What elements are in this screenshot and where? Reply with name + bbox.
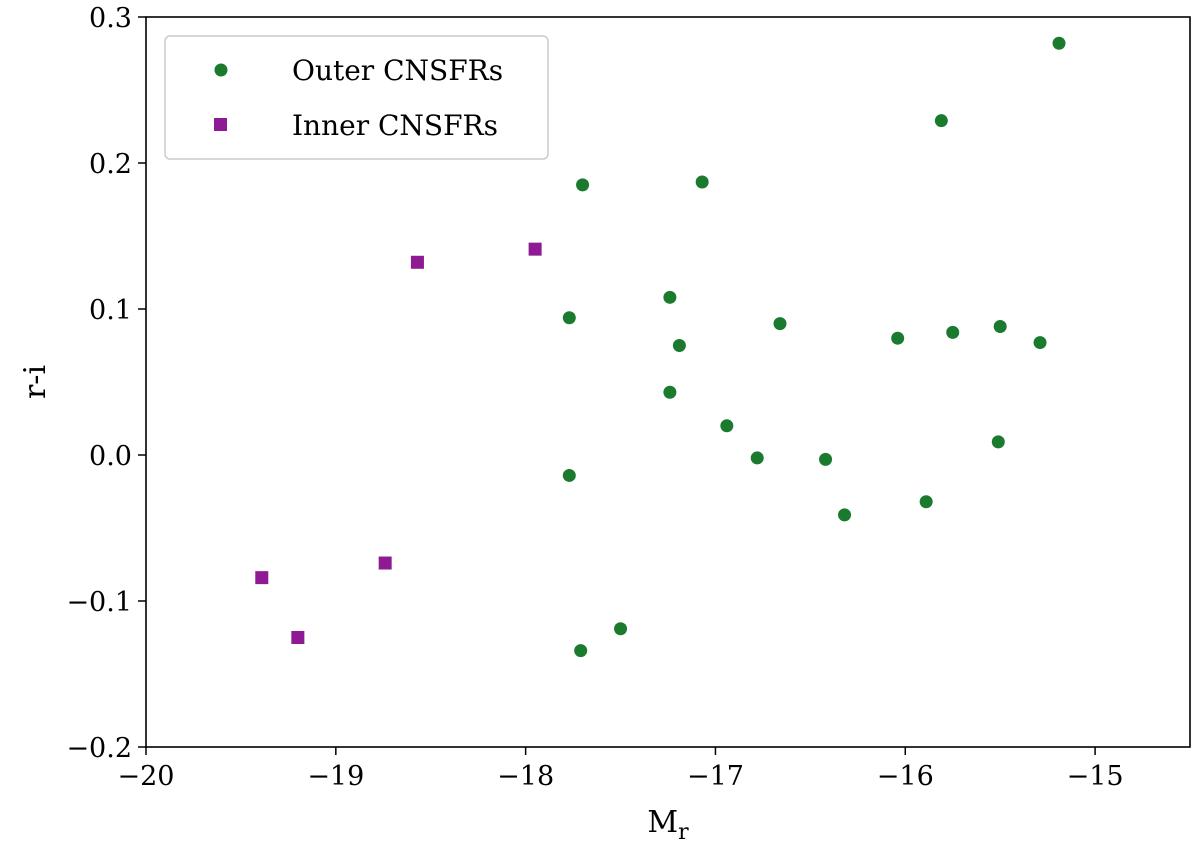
outer-cnsfr-point — [993, 320, 1007, 334]
y-tick-label: 0.2 — [89, 149, 132, 180]
y-tick-label: −0.1 — [66, 587, 132, 618]
x-axis: −20 −19 −18 −17 −16 −15 — [118, 747, 1124, 792]
inner-cnsfr-point — [291, 631, 305, 644]
outer-cnsfr-point — [838, 508, 852, 522]
outer-cnsfr-point — [773, 317, 787, 331]
outer-cnsfr-point — [562, 311, 576, 325]
x-axis-title-subscript: r — [678, 820, 689, 845]
outer-cnsfr-point — [576, 178, 590, 192]
inner-cnsfr-point — [410, 255, 424, 269]
outer-cnsfr-point — [574, 644, 588, 658]
outer-cnsfr-point — [1052, 36, 1066, 50]
y-axis-title: r-i — [18, 365, 53, 399]
x-axis-title-main: M — [647, 805, 678, 840]
x-tick-label: −16 — [877, 761, 934, 792]
x-tick-label: −17 — [687, 761, 744, 792]
outer-cnsfr-point — [819, 452, 833, 466]
y-tick-label: 0.0 — [89, 441, 132, 472]
outer-cnsfr-point — [672, 339, 686, 352]
outer-cnsfr-point — [663, 290, 677, 304]
legend-marker-inner-cnsfrs — [214, 118, 227, 131]
outer-cnsfr-point — [946, 325, 960, 339]
legend-marker-outer-cnsfrs — [214, 63, 228, 77]
legend-box — [164, 35, 549, 160]
y-axis: −0.2 −0.1 0.0 0.1 0.2 0.3 — [66, 3, 146, 764]
y-tick-label: 0.1 — [89, 295, 132, 326]
x-tick-label: −18 — [497, 761, 554, 792]
inner-cnsfr-point — [378, 556, 392, 570]
outer-cnsfr-point — [1033, 336, 1047, 350]
inner-cnsfr-point — [255, 571, 269, 585]
legend-label-outer-cnsfrs: Outer CNSFRs — [292, 54, 503, 87]
inner-cnsfr-point — [528, 242, 542, 256]
outer-cnsfr-point — [614, 622, 628, 636]
outer-cnsfr-point — [663, 385, 677, 399]
x-tick-label: −19 — [307, 761, 364, 792]
outer-cnsfr-point — [919, 495, 933, 509]
y-tick-label: −0.2 — [66, 733, 132, 764]
outer-cnsfr-point — [720, 419, 734, 433]
legend: Outer CNSFRs Inner CNSFRs — [164, 35, 549, 160]
outer-cnsfr-point — [991, 435, 1005, 449]
legend-label-inner-cnsfrs: Inner CNSFRs — [292, 109, 498, 142]
data-points — [255, 36, 1066, 658]
x-tick-label: −20 — [118, 761, 175, 792]
x-tick-label: −15 — [1067, 761, 1124, 792]
outer-cnsfr-point — [562, 468, 576, 482]
outer-cnsfr-point — [695, 175, 709, 189]
plot-frame — [145, 16, 1191, 748]
outer-cnsfr-point — [934, 114, 948, 128]
outer-cnsfr-point — [750, 451, 764, 465]
x-axis-title: Mr — [647, 805, 689, 845]
y-tick-label: 0.3 — [89, 3, 132, 34]
outer-cnsfr-point — [891, 331, 905, 345]
